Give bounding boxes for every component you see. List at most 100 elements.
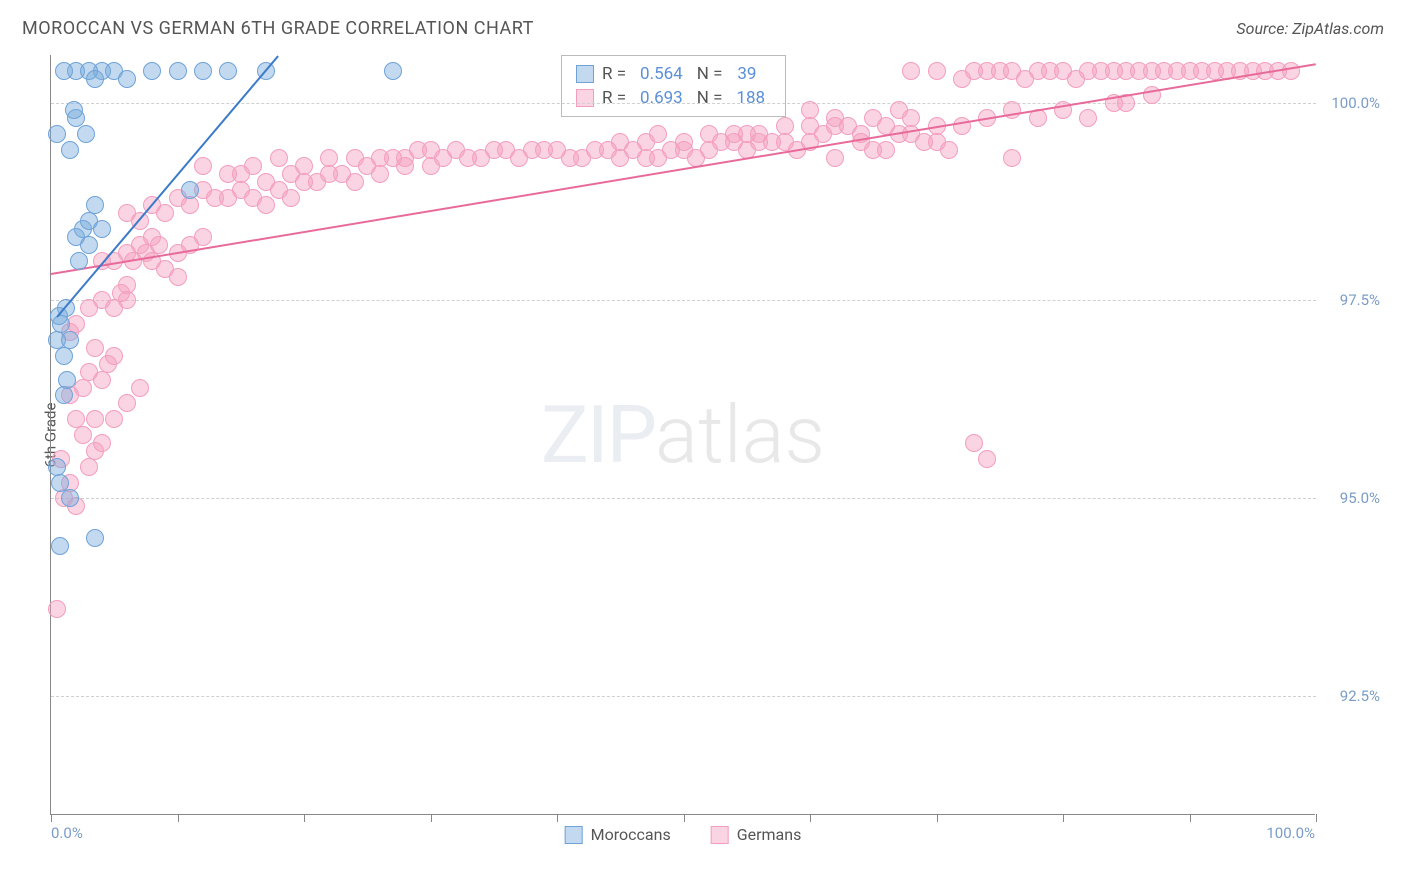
data-point-germans [864,141,882,159]
data-point-moroccans [55,386,73,404]
legend-swatch-icon [711,826,729,844]
data-point-moroccans [194,62,212,80]
data-point-moroccans [77,125,95,143]
legend-swatch-icon [565,826,583,844]
data-point-germans [1079,109,1097,127]
data-point-germans [93,434,111,452]
data-point-germans [257,173,275,191]
data-point-germans [928,62,946,80]
data-point-germans [459,149,477,167]
gridline [51,696,1316,697]
data-point-moroccans [61,331,79,349]
xtick [1063,814,1064,822]
n-value-moroccans: 39 [730,64,762,84]
data-point-germans [86,339,104,357]
data-point-moroccans [61,141,79,159]
legend-item-germans: Germans [711,825,802,844]
data-point-moroccans [181,181,199,199]
legend-label-moroccans: Moroccans [591,825,671,844]
data-point-germans [371,165,389,183]
data-point-germans [282,165,300,183]
data-point-germans [105,410,123,428]
data-point-germans [270,149,288,167]
data-point-moroccans [48,125,66,143]
ytick-label: 100.0% [1331,94,1380,112]
xtick [557,814,558,822]
data-point-germans [965,62,983,80]
data-point-moroccans [65,101,83,119]
watermark-zip: ZIP [541,388,655,482]
data-point-germans [637,149,655,167]
legend-item-moroccans: Moroccans [565,825,671,844]
data-point-germans [333,165,351,183]
data-point-germans [712,133,730,151]
legend-row-germans: R = 0.693 N = 188 [576,86,771,110]
data-point-germans [535,141,553,159]
data-point-germans [801,101,819,119]
data-point-germans [826,109,844,127]
data-point-germans [890,101,908,119]
data-point-germans [118,291,136,309]
data-point-moroccans [86,529,104,547]
correlation-legend: R = 0.564 N = 39 R = 0.693 N = 188 [561,55,786,117]
xtick [304,814,305,822]
legend-swatch-germans [576,89,594,107]
ytick-label: 97.5% [1340,291,1380,309]
legend-label-germans: Germans [737,825,802,844]
data-point-germans [282,189,300,207]
data-point-germans [181,196,199,214]
data-point-germans [232,165,250,183]
data-point-moroccans [61,489,79,507]
data-point-germans [637,133,655,151]
data-point-germans [864,109,882,127]
data-point-germans [434,149,452,167]
gridline [51,498,1316,499]
series-legend: Moroccans Germans [565,825,802,844]
data-point-moroccans [384,62,402,80]
xtick [178,814,179,822]
ytick-label: 92.5% [1340,687,1380,705]
data-point-germans [611,133,629,151]
data-point-germans [118,276,136,294]
data-point-germans [93,371,111,389]
data-point-germans [67,410,85,428]
source-label: Source: ZipAtlas.com [1236,19,1384,38]
watermark-atlas: atlas [655,388,825,482]
data-point-moroccans [86,196,104,214]
data-point-germans [902,62,920,80]
n-label: N = [697,88,723,108]
data-point-germans [1282,62,1300,80]
n-value-germans: 188 [730,88,771,108]
xtick [1190,814,1191,822]
data-point-germans [156,204,174,222]
data-point-moroccans [51,537,69,555]
data-point-germans [48,600,66,618]
watermark: ZIPatlas [541,388,825,482]
data-point-germans [738,125,756,143]
xaxis-max-label: 100.0% [1266,824,1315,842]
xtick [51,814,52,822]
data-point-germans [409,141,427,159]
data-point-moroccans [55,62,73,80]
data-point-germans [965,434,983,452]
data-point-germans [978,450,996,468]
data-point-germans [1003,149,1021,167]
data-point-moroccans [86,70,104,88]
data-point-germans [194,228,212,246]
data-point-germans [169,268,187,286]
data-point-germans [1003,101,1021,119]
data-point-moroccans [93,220,111,238]
data-point-germans [675,133,693,151]
data-point-germans [74,426,92,444]
data-point-moroccans [55,347,73,365]
legend-swatch-moroccans [576,65,594,83]
data-point-germans [915,133,933,151]
data-point-germans [940,141,958,159]
xtick [1316,814,1317,822]
data-point-moroccans [80,236,98,254]
xtick [937,814,938,822]
data-point-moroccans [70,252,88,270]
data-point-moroccans [219,62,237,80]
r-label: R = [602,64,626,84]
r-value-germans: 0.693 [634,88,689,108]
